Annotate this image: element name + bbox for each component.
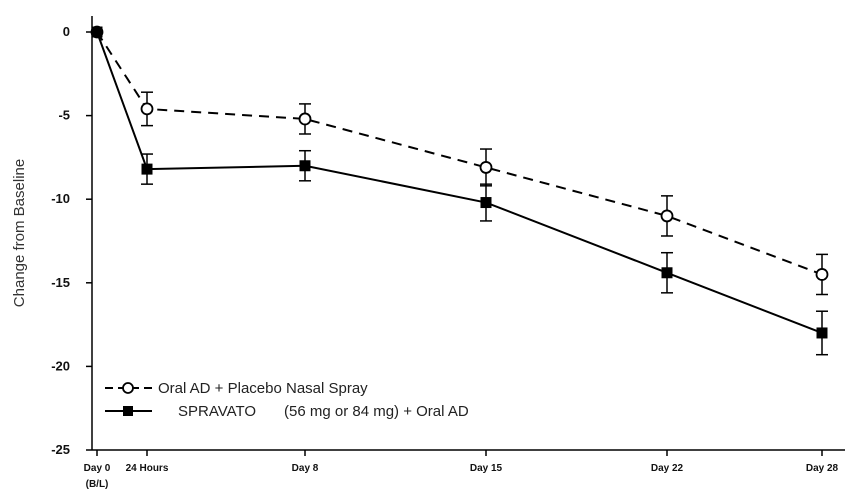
legend-item-placebo: Oral AD + Placebo Nasal Spray	[105, 380, 368, 397]
x-tick-label: Day 22	[651, 463, 684, 474]
series-line-1	[96, 31, 823, 334]
series-line-0	[96, 31, 823, 276]
y-tick-label: -20	[51, 358, 70, 373]
legend: Oral AD + Placebo Nasal Spray SPRAVATO (…	[105, 380, 469, 420]
y-tick-label: -25	[51, 442, 70, 457]
x-tick-label: Day 8	[292, 463, 319, 474]
series-layer	[90, 25, 829, 356]
y-tick-label: -10	[51, 191, 70, 206]
legend-spravato-label-rest: (56 mg or 84 mg) + Oral AD	[284, 403, 469, 420]
y-tick-label: 0	[63, 24, 70, 39]
y-tick-label: -5	[58, 108, 70, 123]
legend-open-circle-icon	[122, 382, 134, 394]
x-tick-label: 24 Hours	[126, 463, 169, 474]
x-tick-sublabel: (B/L)	[86, 479, 109, 490]
x-tick-label: Day 15	[470, 463, 503, 474]
data-point-open-circle	[815, 268, 829, 281]
data-point-open-circle	[298, 112, 312, 126]
data-point-filled-square	[816, 327, 828, 339]
x-tick-label: Day 0	[84, 463, 111, 474]
data-point-open-circle	[479, 161, 493, 174]
data-point-filled-square	[661, 267, 673, 279]
plot-area: 0 -5 -10 -15 -20 -25 Day 0 24 Hours Day 8 Day 15…	[11, 16, 845, 490]
data-point-filled-square	[91, 26, 103, 38]
legend-spravato-label-brand: SPRAVATO	[178, 403, 256, 420]
legend-filled-square-icon	[123, 406, 133, 416]
data-point-filled-square	[480, 197, 492, 209]
y-tick-label: -15	[51, 275, 70, 290]
data-point-open-circle	[660, 209, 674, 223]
data-point-open-circle	[140, 102, 154, 116]
y-axis-label: Change from Baseline	[11, 159, 28, 307]
y-ticks: 0 -5 -10 -15 -20 -25	[51, 24, 92, 457]
data-point-filled-square	[141, 163, 153, 175]
x-ticks: Day 0 24 Hours Day 8 Day 15 Day 22 Day 28 (B/L…	[84, 450, 839, 490]
data-point-filled-square	[299, 160, 311, 172]
legend-item-spravato: SPRAVATO (56 mg or 84 mg) + Oral AD	[105, 403, 469, 420]
x-tick-label: Day 28	[806, 463, 839, 474]
legend-placebo-label: Oral AD + Placebo Nasal Spray	[158, 380, 368, 397]
